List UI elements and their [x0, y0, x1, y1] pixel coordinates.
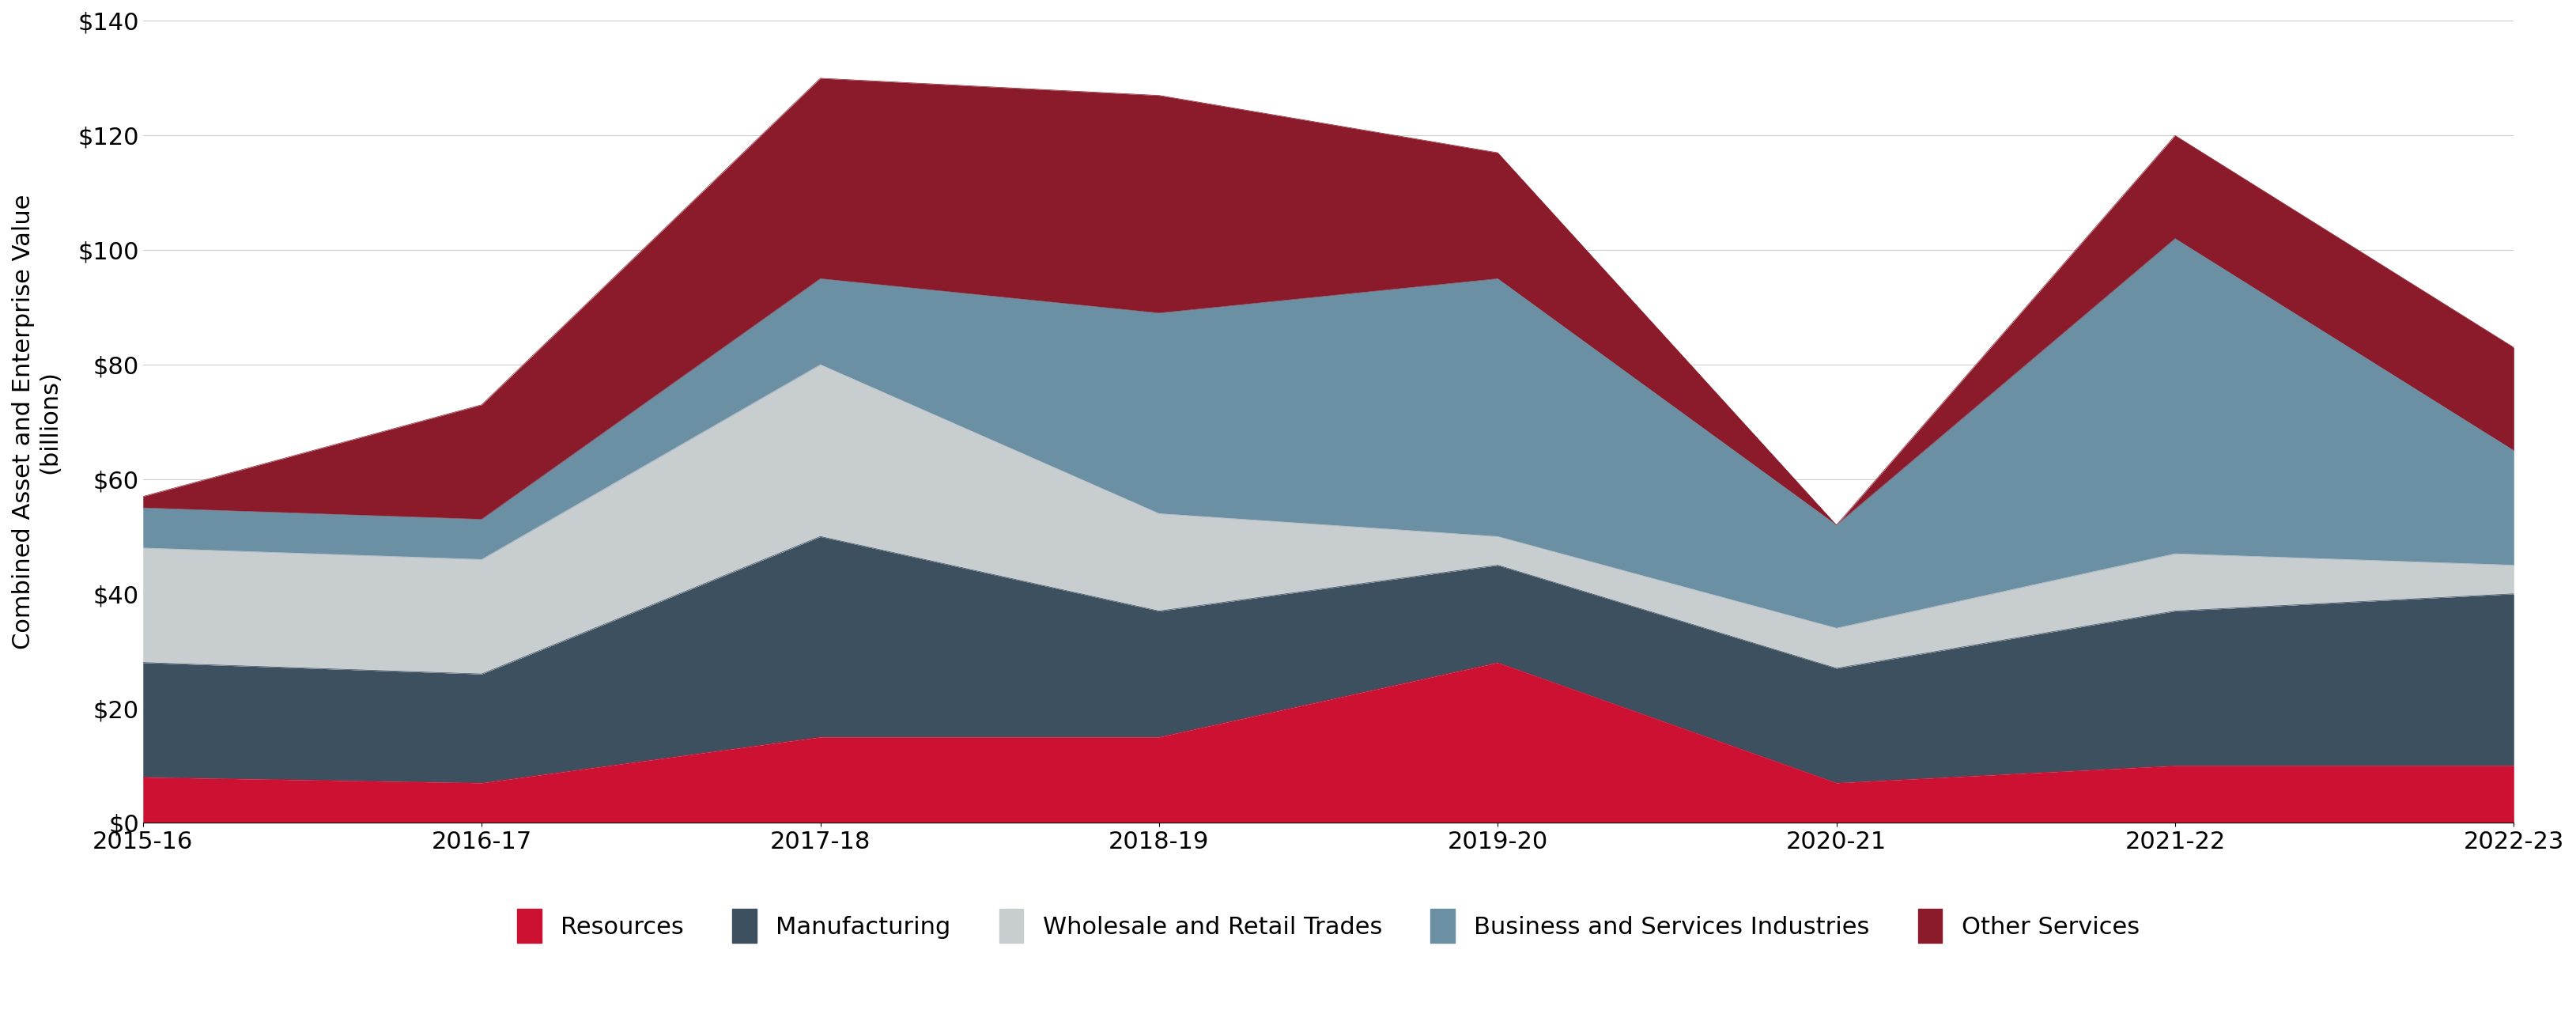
Legend: Resources, Manufacturing, Wholesale and Retail Trades, Business and Services Ind: Resources, Manufacturing, Wholesale and …	[505, 897, 2151, 955]
Y-axis label: Combined Asset and Enterprise Value
(billions): Combined Asset and Enterprise Value (bil…	[13, 195, 62, 650]
